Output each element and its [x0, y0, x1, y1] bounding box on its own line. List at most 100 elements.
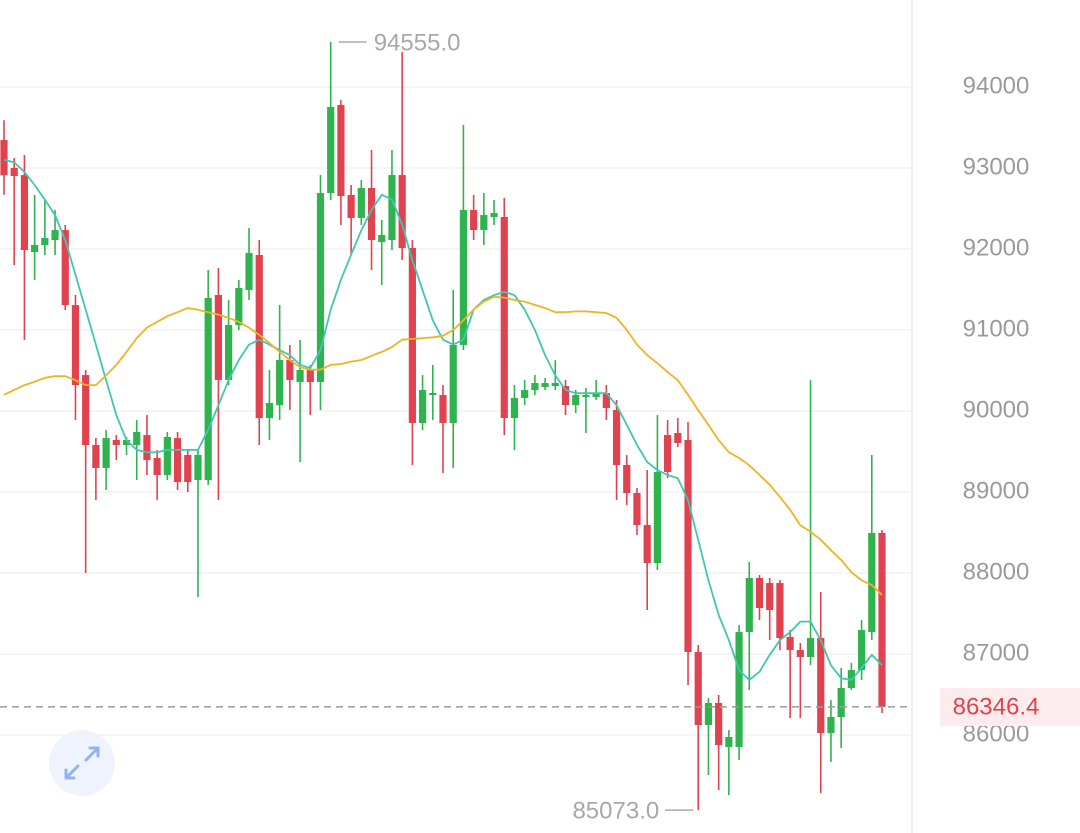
candle-body	[327, 107, 335, 194]
candle-body	[20, 175, 29, 251]
candle-body	[204, 297, 212, 481]
candle-body	[561, 386, 570, 405]
candle-body	[510, 398, 519, 419]
candle-body	[766, 583, 774, 611]
candle-body	[398, 175, 406, 249]
candle-body	[439, 395, 447, 423]
candle-body	[357, 188, 365, 218]
max-annotation-label: 94555.0	[374, 29, 461, 56]
candle-body	[745, 578, 753, 633]
candle-body	[837, 688, 845, 718]
moving-average-line	[3, 295, 883, 596]
candle-body	[541, 383, 549, 388]
candle-body	[582, 395, 590, 397]
candle-body	[163, 436, 171, 475]
candle-body	[245, 253, 253, 290]
candle-body	[31, 245, 39, 252]
candle-body	[347, 194, 355, 218]
candle-body	[786, 636, 794, 651]
candle-body	[133, 431, 141, 446]
y-tick-label: 91000	[963, 315, 1030, 342]
candle-body	[684, 439, 692, 653]
candle-body	[715, 702, 723, 746]
candle-body	[337, 104, 345, 197]
y-tick-label: 87000	[963, 639, 1030, 666]
candle-body	[868, 532, 876, 633]
candle-body	[408, 248, 416, 423]
candle-body	[316, 193, 325, 382]
candle-body	[551, 383, 559, 387]
candle-body	[276, 360, 284, 405]
candle-body	[878, 532, 886, 707]
candle-body	[82, 375, 90, 446]
last-price-box	[940, 687, 1080, 726]
candle-body	[153, 457, 161, 475]
candle-body	[776, 583, 784, 639]
candle-body	[459, 210, 468, 345]
candle-body	[735, 632, 743, 747]
candle-body	[725, 737, 733, 747]
candle-body	[755, 578, 764, 608]
y-tick-label: 90000	[963, 396, 1030, 423]
candle-body	[806, 638, 815, 657]
candle-body	[480, 214, 488, 231]
candle-body	[71, 305, 80, 385]
candle-body	[633, 493, 641, 526]
candle-body	[623, 465, 631, 494]
candle-body	[286, 360, 294, 380]
y-tick-label: 88000	[963, 558, 1030, 585]
candle-body	[225, 324, 233, 380]
candle-body	[449, 344, 457, 423]
candle-body	[694, 652, 702, 726]
candle-body	[827, 717, 835, 734]
moving-average-line	[3, 159, 883, 681]
candle-body	[500, 216, 508, 419]
candle-body	[143, 435, 151, 460]
candle-body	[378, 234, 386, 243]
candle-body	[61, 230, 69, 306]
candle-body	[602, 393, 610, 408]
candle-body	[704, 702, 713, 726]
y-tick-label: 89000	[963, 477, 1030, 504]
candle-body	[429, 393, 437, 396]
candle-body	[10, 167, 18, 177]
candle-body	[367, 188, 376, 241]
expand-icon[interactable]	[64, 746, 100, 780]
candle-body	[255, 254, 263, 419]
candle-body	[102, 438, 110, 469]
candle-body	[857, 630, 866, 671]
candle-body	[664, 435, 672, 472]
candle-body	[418, 390, 427, 423]
candle-body	[306, 370, 314, 382]
candle-body	[612, 410, 621, 466]
candle-body	[521, 390, 529, 399]
candle-body	[265, 402, 274, 419]
candle-body	[592, 393, 600, 397]
last-price-label: 86346.4	[953, 693, 1040, 720]
candle-body	[470, 210, 478, 231]
candle-body	[51, 230, 59, 241]
candle-body	[674, 433, 682, 443]
candle-body	[296, 370, 304, 382]
candle-body	[817, 638, 825, 734]
expand-button-bg[interactable]	[49, 730, 115, 796]
candle-body	[214, 295, 222, 380]
y-tick-label: 94000	[963, 72, 1030, 99]
expand-button[interactable]	[49, 730, 115, 796]
candle-body	[92, 445, 100, 469]
y-tick-label: 92000	[963, 234, 1030, 261]
candle-body	[572, 395, 580, 405]
candle-body	[531, 383, 539, 391]
candle-body	[122, 439, 131, 446]
candle-body	[41, 237, 49, 246]
candle-body	[796, 650, 804, 657]
candle-body	[184, 454, 192, 483]
candle-body	[112, 439, 120, 446]
candle-body	[643, 525, 651, 564]
candle-body	[653, 471, 661, 564]
candle-body	[173, 438, 182, 483]
candle-body	[388, 175, 396, 241]
candle-body	[235, 288, 243, 325]
